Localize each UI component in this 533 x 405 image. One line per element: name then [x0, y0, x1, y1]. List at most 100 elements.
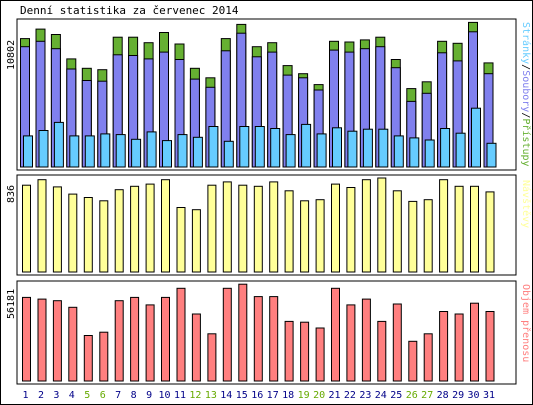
panel-visits-ymax-label: 836	[6, 185, 17, 203]
bar-pages-day-12	[192, 136, 203, 168]
bar-transfer-day-2	[37, 298, 47, 382]
bar-transfer-day-5	[83, 335, 93, 382]
bar-visits-day-27	[423, 199, 433, 273]
x-label-day-2: 2	[38, 390, 44, 401]
bar-pages-day-24	[378, 128, 389, 168]
bar-transfer-day-6	[99, 331, 109, 382]
bar-pages-day-29	[455, 132, 466, 168]
x-axis-labels: 1 2 3 4 5 6 7 8 9 10 11 12 13 14 15 16 17 18 19 20 21 22 23 24 2…	[22, 390, 495, 401]
bar-pages-day-30	[471, 107, 481, 168]
x-label-day-5: 5	[84, 390, 90, 401]
bar-pages-day-2	[38, 130, 49, 168]
bar-pages-day-4	[69, 135, 80, 168]
bar-transfer-day-13	[207, 333, 217, 382]
legends: Stránky/Soubory/Přístupy Návštěvy Objem př…	[520, 22, 532, 362]
bar-visits-day-13	[207, 184, 217, 273]
panel-visits-frame	[16, 174, 517, 276]
bar-transfer-day-10	[161, 296, 170, 382]
bar-transfer-day-31	[485, 311, 495, 382]
bar-transfer-day-1	[22, 296, 31, 382]
x-label-day-29: 29	[452, 390, 464, 401]
bar-transfer-day-8	[130, 296, 140, 382]
bar-visits-day-5	[83, 197, 93, 273]
x-label-day-30: 30	[467, 390, 479, 401]
bar-pages-day-9	[146, 131, 157, 168]
bar-transfer-day-17	[269, 296, 279, 382]
bar-pages-day-3	[53, 121, 64, 168]
x-label-day-1: 1	[22, 390, 28, 401]
bar-visits-day-12	[191, 209, 201, 273]
bar-pages-day-15	[239, 126, 250, 168]
bar-visits-day-10	[161, 179, 170, 273]
legend-panel-1: Stránky/Soubory/Přístupy	[520, 22, 532, 167]
x-label-day-28: 28	[437, 390, 449, 401]
bar-transfer-day-26	[408, 340, 418, 382]
bar-visits-day-15	[238, 184, 248, 273]
panel-accesses-frame	[16, 18, 517, 171]
x-label-day-7: 7	[115, 390, 121, 401]
bar-visits-day-31	[485, 191, 495, 273]
bar-pages-day-7	[115, 134, 126, 168]
x-label-day-24: 24	[375, 390, 387, 401]
x-label-day-25: 25	[390, 390, 402, 401]
bar-visits-day-14	[222, 181, 232, 273]
legend-panel-2: Návštěvy	[520, 180, 532, 228]
bar-visits-day-11	[176, 207, 186, 273]
bar-pages-day-14	[223, 140, 234, 168]
x-label-day-20: 20	[313, 390, 325, 401]
x-label-day-23: 23	[359, 390, 371, 401]
bar-transfer-day-30	[470, 302, 479, 382]
legend-item-1-2: Soubory	[520, 70, 531, 112]
bar-pages-day-8	[131, 138, 142, 168]
bar-transfer-day-11	[176, 287, 186, 382]
legend-item-3-0: Objem přenosu	[520, 284, 532, 362]
x-label-day-13: 13	[205, 390, 217, 401]
bar-pages-day-20	[316, 133, 327, 168]
bar-pages-day-18	[285, 134, 296, 168]
legend-item-1-0: Stránky	[520, 22, 532, 64]
bar-transfer-day-7	[114, 300, 124, 382]
bar-visits-day-4	[68, 193, 78, 273]
panel-transfer-ymax-label: 56181	[6, 289, 17, 319]
panel-transfer-frame	[16, 280, 517, 385]
x-label-day-26: 26	[406, 390, 418, 401]
bar-visits-day-1	[22, 184, 31, 273]
legend-item-1-4: Přístupy	[520, 118, 532, 166]
bar-transfer-day-20	[315, 327, 325, 382]
x-label-day-15: 15	[236, 390, 248, 401]
bar-pages-day-11	[177, 134, 188, 168]
bar-visits-day-19	[300, 200, 310, 273]
bar-pages-day-21	[332, 127, 342, 168]
bar-pages-day-27	[424, 139, 435, 168]
bar-visits-day-20	[315, 199, 325, 273]
bar-visits-day-22	[346, 187, 356, 273]
bar-visits-day-21	[331, 183, 340, 273]
x-label-day-10: 10	[158, 390, 170, 401]
x-label-day-14: 14	[220, 390, 232, 401]
bar-transfer-day-15	[238, 283, 248, 382]
bar-visits-day-16	[253, 185, 263, 273]
x-label-day-6: 6	[100, 390, 106, 401]
bar-visits-day-18	[284, 190, 294, 273]
x-label-day-11: 11	[174, 390, 186, 401]
bar-visits-day-17	[269, 181, 279, 273]
bar-transfer-day-22	[346, 304, 356, 382]
x-label-day-9: 9	[146, 390, 152, 401]
bar-pages-day-13	[208, 126, 219, 168]
panel-accesses-ymax-label: 10802	[6, 40, 17, 70]
bar-transfer-day-27	[423, 333, 433, 382]
bar-visits-day-28	[439, 179, 449, 273]
bar-transfer-day-19	[300, 321, 310, 382]
bar-pages-day-25	[393, 135, 404, 168]
bar-pages-day-5	[84, 135, 95, 168]
bar-pages-day-22	[347, 130, 358, 168]
bar-visits-day-7	[114, 189, 124, 273]
bar-visits-day-25	[392, 190, 402, 273]
bar-transfer-day-24	[377, 320, 387, 382]
bar-transfer-day-12	[191, 313, 201, 382]
legend-item-2-0: Návštěvy	[520, 180, 532, 228]
bar-pages-day-31	[486, 142, 497, 168]
bar-pages-day-17	[270, 128, 281, 168]
bar-transfer-day-16	[253, 296, 263, 382]
